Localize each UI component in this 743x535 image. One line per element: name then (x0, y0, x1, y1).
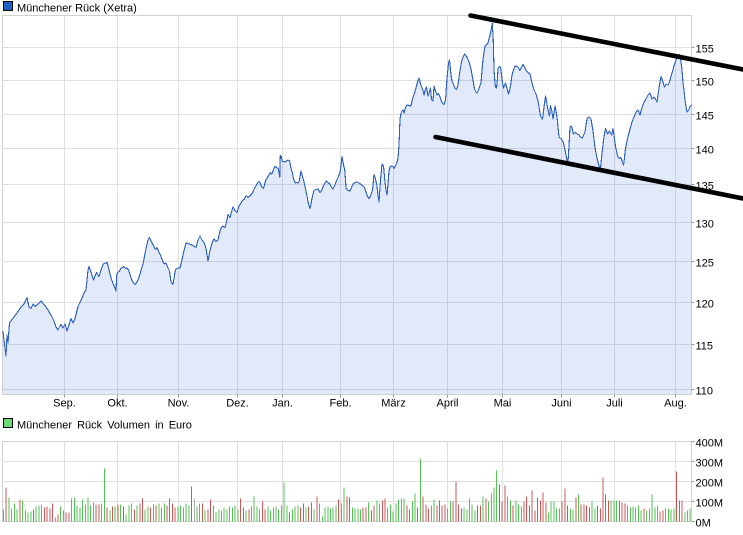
svg-text:Dez.: Dez. (226, 398, 249, 410)
svg-text:120: 120 (696, 298, 714, 310)
svg-text:Mai: Mai (494, 398, 512, 410)
svg-text:0M: 0M (696, 517, 711, 529)
svg-text:135: 135 (696, 180, 714, 192)
svg-text:April: April (436, 398, 458, 410)
svg-text:200M: 200M (696, 477, 724, 489)
svg-text:130: 130 (696, 218, 714, 230)
svg-text:110: 110 (696, 385, 714, 397)
svg-text:115: 115 (696, 340, 714, 352)
svg-text:Okt.: Okt. (107, 398, 127, 410)
svg-text:400M: 400M (696, 437, 724, 449)
svg-text:155: 155 (696, 43, 714, 55)
svg-text:Nov.: Nov. (168, 398, 190, 410)
svg-text:Sep.: Sep. (53, 398, 76, 410)
svg-text:140: 140 (696, 144, 714, 156)
svg-text:Juli: Juli (606, 398, 623, 410)
svg-text:März: März (381, 398, 405, 410)
svg-text:100M: 100M (696, 497, 724, 509)
svg-text:125: 125 (696, 257, 714, 269)
svg-text:300M: 300M (696, 457, 724, 469)
svg-text:150: 150 (696, 76, 714, 88)
svg-text:Aug.: Aug. (664, 398, 687, 410)
svg-text:Feb.: Feb. (329, 398, 351, 410)
svg-text:Münchener Rück (Xetra): Münchener Rück (Xetra) (17, 3, 137, 15)
svg-text:145: 145 (696, 110, 714, 122)
svg-text:Jan.: Jan. (272, 398, 293, 410)
svg-text:Juni: Juni (551, 398, 571, 410)
svg-text:Münchener Rück Volumen in Euro: Münchener Rück Volumen in Euro (17, 420, 192, 432)
